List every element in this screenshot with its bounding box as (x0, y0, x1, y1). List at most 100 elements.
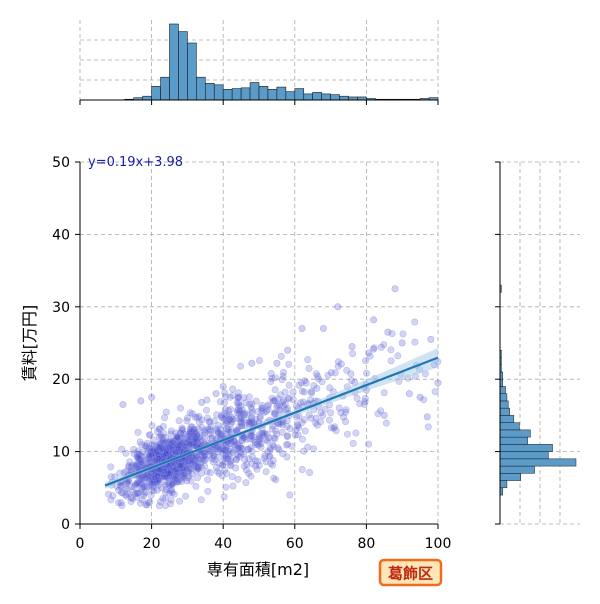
right-hist-bar (499, 473, 521, 481)
scatter-point (221, 389, 229, 397)
scatter-point (362, 369, 370, 377)
y-tick-label: 20 (52, 372, 70, 388)
scatter-point (227, 456, 235, 464)
scatter-point (165, 443, 173, 451)
scatter-point (153, 447, 161, 455)
scatter-point (312, 370, 320, 378)
scatter-point (271, 386, 279, 394)
scatter-point (298, 418, 306, 426)
scatter-point (161, 502, 169, 510)
scatter-point (334, 303, 342, 311)
scatter-point (136, 438, 144, 446)
scatter-point (222, 483, 230, 491)
scatter-point (284, 432, 292, 440)
scatter-point (245, 393, 253, 401)
right-hist-bar (499, 480, 508, 489)
scatter-point (127, 497, 135, 505)
scatter-point (294, 431, 302, 439)
scatter-point (255, 461, 263, 469)
scatter-points (105, 285, 442, 510)
right-hist-bar (499, 415, 515, 423)
scatter-point (140, 492, 148, 500)
scatter-point (330, 424, 338, 432)
scatter-point (117, 499, 125, 507)
scatter-point (119, 401, 127, 409)
scatter-point (175, 478, 183, 486)
scatter-point (176, 497, 184, 505)
top-hist-bar (142, 95, 152, 101)
scatter-point (424, 423, 432, 431)
scatter-point (283, 453, 291, 461)
scatter-point (264, 401, 272, 409)
top-hist-bar (169, 23, 179, 101)
scatter-point (366, 352, 374, 360)
scatter-point (107, 463, 115, 471)
scatter-point (377, 407, 385, 415)
scatter-point (327, 424, 335, 432)
scatter-point (321, 405, 329, 413)
district-badge: 葛飾区 (378, 558, 443, 587)
scatter-point (285, 395, 293, 403)
scatter-point (166, 500, 174, 508)
y-tick-label: 40 (52, 227, 70, 243)
scatter-point (161, 494, 169, 502)
scatter-point (222, 452, 230, 460)
right-hist-bar (499, 458, 577, 467)
scatter-point (304, 443, 312, 451)
scatter-point (260, 408, 268, 416)
top-hist-bar (339, 95, 349, 101)
scatter-point (162, 449, 170, 457)
scatter-point (134, 447, 142, 455)
scatter-point (187, 477, 195, 485)
scatter-point (398, 339, 406, 347)
scatter-point (280, 402, 288, 410)
scatter-point (286, 491, 294, 499)
scatter-point (181, 474, 189, 482)
scatter-point (299, 398, 307, 406)
scatter-point (148, 422, 156, 430)
scatter-point (160, 467, 168, 475)
scatter-point (246, 444, 254, 452)
scatter-point (192, 467, 200, 475)
scatter-point (356, 400, 364, 408)
top-hist-bar (321, 93, 331, 101)
scatter-point (272, 427, 280, 435)
scatter-point (177, 404, 185, 412)
scatter-point (232, 464, 240, 472)
scatter-point (206, 418, 214, 426)
scatter-point (123, 492, 131, 500)
scatter-point (247, 472, 255, 480)
scatter-point (215, 445, 223, 453)
scatter-point (380, 341, 388, 349)
scatter-point (249, 436, 257, 444)
district-badge-text: 葛飾区 (387, 565, 433, 583)
scatter-point (275, 446, 283, 454)
scatter-point (235, 444, 243, 452)
scatter-point (198, 398, 206, 406)
scatter-point (151, 474, 159, 482)
scatter-point (298, 387, 306, 395)
scatter-point (307, 388, 315, 396)
scatter-point (284, 346, 292, 354)
scatter-point (145, 459, 153, 467)
scatter-point (136, 499, 144, 507)
scatter-point (349, 439, 357, 447)
scatter-point (107, 473, 115, 481)
scatter-point (118, 502, 126, 510)
scatter-point (319, 411, 327, 419)
scatter-point (279, 421, 287, 429)
x-tick-label: 60 (286, 536, 304, 552)
right-hist-bar (499, 451, 549, 460)
scatter-point (182, 443, 190, 451)
scatter-point (181, 442, 189, 450)
scatter-point (268, 461, 276, 469)
scatter-point (203, 406, 211, 414)
top-hist-bar (160, 76, 170, 101)
scatter-point (365, 440, 373, 448)
scatter-point (255, 356, 263, 364)
scatter-point (382, 419, 390, 427)
scatter-point (234, 475, 242, 483)
y-tick-label: 0 (61, 517, 70, 533)
scatter-point (279, 368, 287, 376)
